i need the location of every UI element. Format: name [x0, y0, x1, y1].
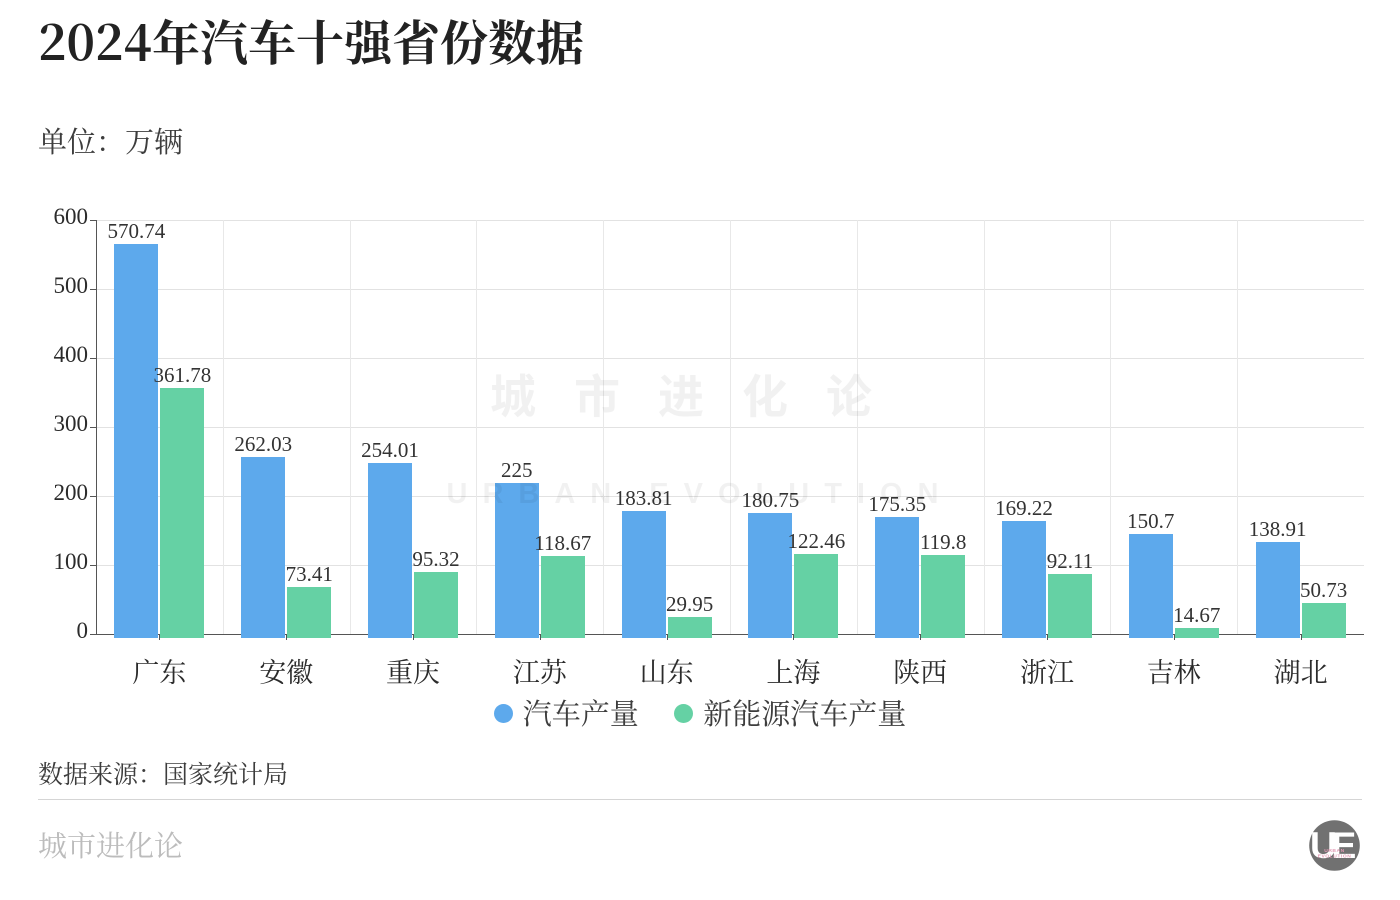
svg-text:E: E: [1331, 824, 1356, 866]
svg-text:URBAN: URBAN: [1324, 848, 1345, 854]
svg-text:EVOLUTION: EVOLUTION: [1318, 854, 1352, 860]
